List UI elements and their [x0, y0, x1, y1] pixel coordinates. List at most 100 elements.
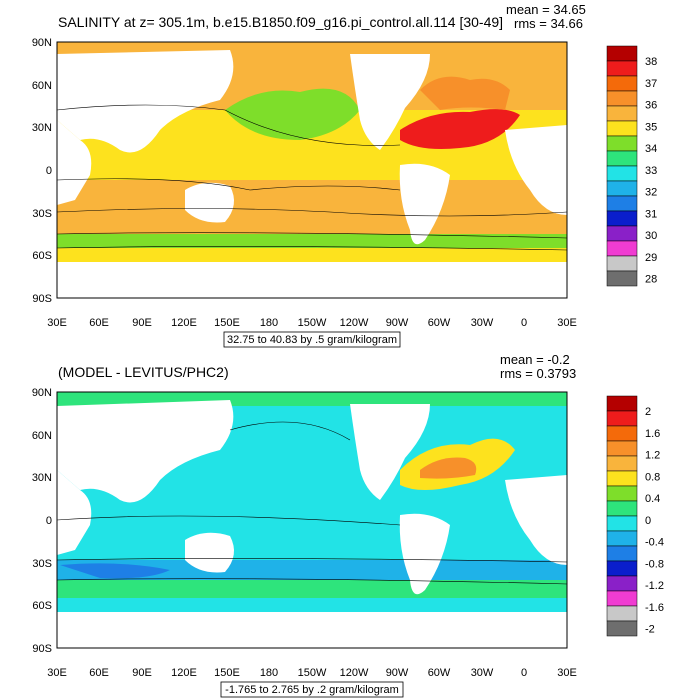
map1-band-southern — [57, 212, 567, 234]
colorbar-swatch — [606, 425, 638, 442]
colorbar-label: -0.4 — [645, 537, 664, 549]
colorbar-swatch — [606, 270, 638, 287]
colorbar-label: 35 — [645, 121, 657, 133]
colorbar-swatch — [606, 530, 638, 547]
panel1-range-box — [223, 331, 401, 348]
colorbar-swatch — [606, 605, 638, 622]
lon-tick: 150E — [214, 317, 240, 329]
map2-lon-axis: 30E 60E 90E 120E 150E 180 150W 120W 90W … — [47, 667, 577, 679]
panel1-title: SALINITY at z= 305.1m, b.e15.B1850.f09_g… — [58, 14, 503, 30]
colorbar-swatch — [606, 515, 638, 532]
lat-tick: 90S — [32, 643, 52, 655]
colorbar-swatch — [606, 150, 638, 167]
map2-frame — [56, 391, 568, 649]
lat-tick: 90N — [32, 387, 52, 399]
colorbar-swatch — [606, 440, 638, 457]
panel1-range-label: 32.75 to 40.83 by .5 gram/kilogram — [227, 334, 397, 346]
panel1-colorbar: 38 37 36 35 34 33 32 31 30 29 28 — [606, 45, 657, 287]
map1-land-samerica — [399, 163, 450, 245]
colorbar-swatch — [606, 45, 638, 62]
lon-tick: 120E — [171, 667, 197, 679]
map1-land-australia — [185, 182, 234, 223]
map1-contour — [56, 208, 568, 217]
colorbar-swatch — [606, 120, 638, 137]
map2-band-antarctic — [57, 612, 567, 648]
lon-tick: 180 — [260, 317, 278, 329]
map2 — [56, 391, 568, 649]
lon-tick: 90W — [386, 317, 409, 329]
map2-contour — [56, 578, 568, 585]
lat-tick: 30N — [32, 472, 52, 484]
colorbar-label: 2 — [645, 406, 651, 418]
colorbar-label: 0 — [645, 515, 651, 527]
map1-band-acc — [57, 234, 567, 248]
lon-tick: 30W — [471, 667, 494, 679]
lat-tick: 30S — [32, 208, 52, 220]
lon-tick: 60E — [89, 667, 109, 679]
colorbar-label: 30 — [645, 230, 657, 242]
colorbar-swatch — [606, 545, 638, 562]
panel2-range-label: -1.765 to 2.765 by .2 gram/kilogram — [225, 684, 399, 696]
lon-tick: 180 — [260, 667, 278, 679]
map2-land-australia — [185, 532, 234, 573]
colorbar-swatch — [606, 620, 638, 637]
colorbar-label: 32 — [645, 187, 657, 199]
map2-contour — [229, 421, 351, 441]
colorbar-swatch — [606, 135, 638, 152]
colorbar-swatch — [606, 590, 638, 607]
lon-tick: 60E — [89, 317, 109, 329]
panel2-mean: mean = -0.2 — [500, 352, 570, 367]
panel-salinity: SALINITY at z= 305.1m, b.e15.B1850.f09_g… — [32, 2, 657, 348]
panel2-colorbar: 2 1.6 1.2 0.8 0.4 0 -0.4 -0.8 -1.2 -1.6 -2 — [606, 395, 664, 637]
lat-tick: 30N — [32, 122, 52, 134]
lon-tick: 60W — [428, 667, 451, 679]
panel2-range-box — [220, 681, 404, 698]
colorbar-label: 36 — [645, 100, 657, 112]
lon-tick: 120W — [340, 667, 369, 679]
lon-tick: 90W — [386, 667, 409, 679]
lon-tick: 150W — [298, 667, 327, 679]
colorbar-label: 1.6 — [645, 428, 660, 440]
map1-land-africa — [57, 120, 92, 205]
map2-land-africa — [57, 470, 92, 555]
colorbar-label: 31 — [645, 208, 657, 220]
lat-tick: 0 — [46, 515, 52, 527]
map1-band-antarctic — [57, 262, 567, 298]
map1-contour — [56, 178, 401, 191]
map1-land-namerica — [350, 54, 430, 150]
colorbar-swatch — [606, 225, 638, 242]
map1-land-eurasia — [57, 50, 234, 153]
colorbar-swatch — [606, 210, 638, 227]
colorbar-swatch — [606, 180, 638, 197]
panel2-rms: rms = 0.3793 — [500, 366, 576, 381]
colorbar-swatch — [606, 470, 638, 487]
lon-tick: 90E — [132, 317, 152, 329]
colorbar-swatch — [606, 60, 638, 77]
colorbar-label: 0.8 — [645, 471, 660, 483]
map1-atlantic-high — [400, 109, 520, 149]
lon-tick: 0 — [521, 317, 527, 329]
colorbar-label: 38 — [645, 56, 657, 68]
lat-tick: 60S — [32, 600, 52, 612]
lon-tick: 120E — [171, 317, 197, 329]
panel1-mean: mean = 34.65 — [506, 2, 586, 17]
colorbar-swatch — [606, 485, 638, 502]
map2-atlantic-core — [420, 457, 477, 479]
colorbar-swatch — [606, 240, 638, 257]
lon-tick: 30E — [557, 667, 577, 679]
lat-tick: 60S — [32, 250, 52, 262]
map1-atlantic-mid — [420, 76, 510, 110]
colorbar-swatch — [606, 500, 638, 517]
colorbar-label: 0.4 — [645, 493, 660, 505]
colorbar-label: 1.2 — [645, 450, 660, 462]
lat-tick: 60N — [32, 430, 52, 442]
colorbar-swatch — [606, 395, 638, 412]
map1-npac-low — [225, 88, 360, 140]
colorbar-swatch — [606, 560, 638, 577]
lat-tick: 30S — [32, 558, 52, 570]
lon-tick: 30W — [471, 317, 494, 329]
colorbar-label: 34 — [645, 143, 657, 155]
colorbar-swatch — [606, 410, 638, 427]
map2-land-africa-east — [505, 475, 567, 565]
